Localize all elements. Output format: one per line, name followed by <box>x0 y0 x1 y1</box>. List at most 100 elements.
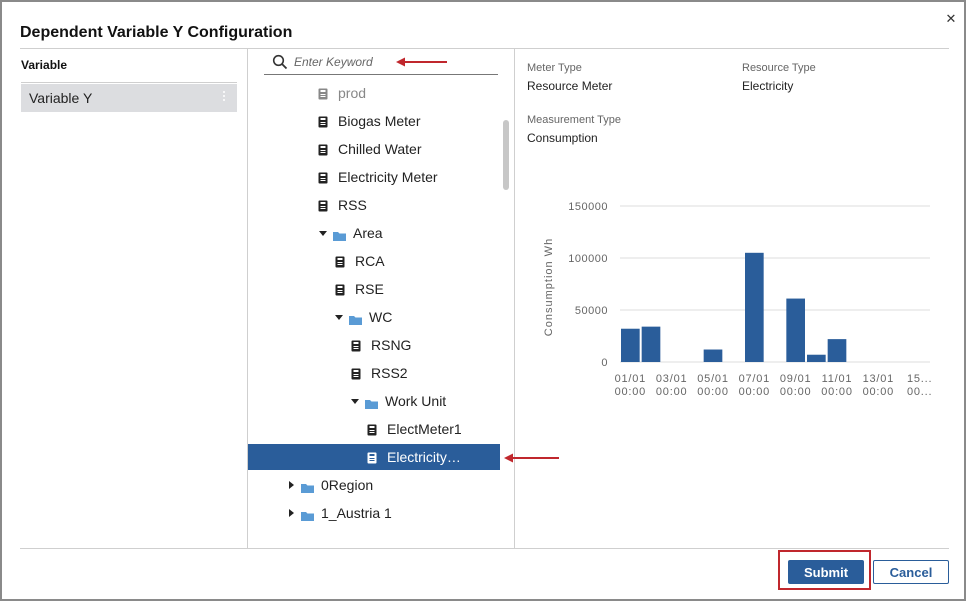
tree-item-label: RSS <box>338 197 367 213</box>
tree-item-elect-meter1[interactable]: ElectMeter1 <box>367 416 462 442</box>
folder-icon <box>301 508 314 521</box>
tree-item-electricity-meter[interactable]: Electricity Meter <box>318 164 438 190</box>
caret-down-icon[interactable] <box>319 230 327 236</box>
variable-list-item[interactable]: Variable Y <box>21 84 237 112</box>
chart-y-tick-label: 100000 <box>568 253 608 265</box>
tree-scrollbar-thumb[interactable] <box>503 120 509 190</box>
variable-column-header: Variable <box>21 58 68 72</box>
dialog-title: Dependent Variable Y Configuration <box>20 24 293 41</box>
tree-item-label: Area <box>353 225 383 241</box>
search-input[interactable] <box>294 53 404 71</box>
footer-divider <box>20 548 949 549</box>
search-icon <box>272 54 288 70</box>
resource-type-label: Resource Type <box>742 62 816 74</box>
meter-icon <box>335 255 345 268</box>
folder-icon <box>365 396 378 409</box>
more-options-icon[interactable] <box>221 89 227 105</box>
tree-item-label: RSNG <box>371 337 412 353</box>
caret-right-icon[interactable] <box>289 481 294 489</box>
chart-x-tick-label: 00:00 <box>821 386 853 398</box>
measurement-type-label: Measurement Type <box>527 114 621 126</box>
tree-item-area[interactable]: Area <box>319 220 383 246</box>
annotation-highlight-submit <box>778 550 871 590</box>
chart-x-tick-label: 00:00 <box>863 386 895 398</box>
chart-bar <box>703 349 723 362</box>
chart-x-tick-label: 01/01 <box>615 373 647 385</box>
tree-item-rsng[interactable]: RSNG <box>351 332 411 358</box>
chart-x-tick-label: 13/01 <box>863 373 895 385</box>
tree-item-label: RSE <box>355 281 384 297</box>
tree-item-label: RCA <box>355 253 385 269</box>
header-divider <box>20 48 949 49</box>
tree-item-rse[interactable]: RSE <box>335 276 384 302</box>
tree-item-label: ElectMeter1 <box>387 421 462 437</box>
chart-x-tick-label: 09/01 <box>780 373 812 385</box>
meter-icon <box>318 143 328 156</box>
folder-icon <box>333 228 346 241</box>
close-icon[interactable]: ✕ <box>945 11 957 26</box>
caret-down-icon[interactable] <box>335 314 343 320</box>
tree-item-rss2[interactable]: RSS2 <box>351 360 408 386</box>
tree-item-rss[interactable]: RSS <box>318 192 367 218</box>
variable-header-divider <box>21 82 237 83</box>
chart-x-tick-label: 00... <box>907 386 932 398</box>
chart-bar <box>641 326 661 362</box>
meter-icon <box>351 367 361 380</box>
chart-y-axis-label: Consumption Wh <box>543 238 555 336</box>
cancel-button[interactable]: Cancel <box>873 560 949 584</box>
tree-item-label: Electricity Meter <box>338 169 438 185</box>
meter-type-label: Meter Type <box>527 62 582 74</box>
chart-x-tick-label: 15... <box>907 373 932 385</box>
column-divider-left <box>247 49 248 549</box>
meter-icon <box>318 171 328 184</box>
annotation-arrow-selected <box>504 453 559 463</box>
meter-type-value: Resource Meter <box>527 79 613 93</box>
chart-bar <box>827 339 847 362</box>
chart-x-tick-label: 00:00 <box>780 386 812 398</box>
tree-item-biogas-meter[interactable]: Biogas Meter <box>318 108 420 134</box>
tree-item-label: Work Unit <box>385 393 447 409</box>
chart-bar <box>786 298 805 362</box>
meter-icon <box>367 451 377 464</box>
submit-button[interactable]: Submit <box>788 560 864 584</box>
chart-y-tick-label: 150000 <box>568 201 608 213</box>
tree-item-chilled-water[interactable]: Chilled Water <box>318 136 422 162</box>
tree-item-rca[interactable]: RCA <box>335 248 385 274</box>
caret-down-icon[interactable] <box>351 398 359 404</box>
tree-item-work-unit[interactable]: Work Unit <box>351 388 446 414</box>
column-divider-right <box>514 49 515 549</box>
chart-bar <box>807 354 826 362</box>
annotation-arrow-search <box>396 57 447 67</box>
tree-item-0region[interactable]: 0Region <box>289 472 373 498</box>
caret-right-icon[interactable] <box>289 509 294 517</box>
chart-bar <box>745 252 764 362</box>
tree-item-wc[interactable]: WC <box>335 304 392 330</box>
chart-x-tick-label: 11/01 <box>822 373 853 385</box>
meter-icon <box>335 283 345 296</box>
tree-item-electricity-selected[interactable]: Electricity… <box>248 444 500 470</box>
resource-type-value: Electricity <box>742 79 794 93</box>
folder-icon <box>301 480 314 493</box>
tree-item-label: 0Region <box>321 477 374 493</box>
tree-item-label: RSS2 <box>371 365 408 381</box>
chart-x-tick-label: 05/01 <box>697 373 729 385</box>
tree-item-label: Biogas Meter <box>338 113 421 129</box>
search-box <box>264 51 498 75</box>
chart-x-tick-label: 00:00 <box>656 386 688 398</box>
tree-item-1-austria-1[interactable]: 1_Austria 1 <box>289 500 392 526</box>
chart-x-tick-label: 00:00 <box>739 386 771 398</box>
tree-item-label: Electricity… <box>387 449 461 465</box>
tree-item-label: WC <box>369 309 393 325</box>
tree-item-prod[interactable]: prod <box>318 80 366 106</box>
chart-y-tick-label: 50000 <box>575 305 608 317</box>
tree-item-label: 1_Austria 1 <box>321 505 392 521</box>
meter-icon <box>318 87 328 100</box>
tree-item-label: Chilled Water <box>338 141 422 157</box>
chart-x-tick-label: 00:00 <box>615 386 647 398</box>
meter-icon <box>318 115 328 128</box>
meter-icon <box>351 339 361 352</box>
tree-item-label: prod <box>338 85 367 101</box>
chart-x-tick-label: 07/01 <box>739 373 771 385</box>
